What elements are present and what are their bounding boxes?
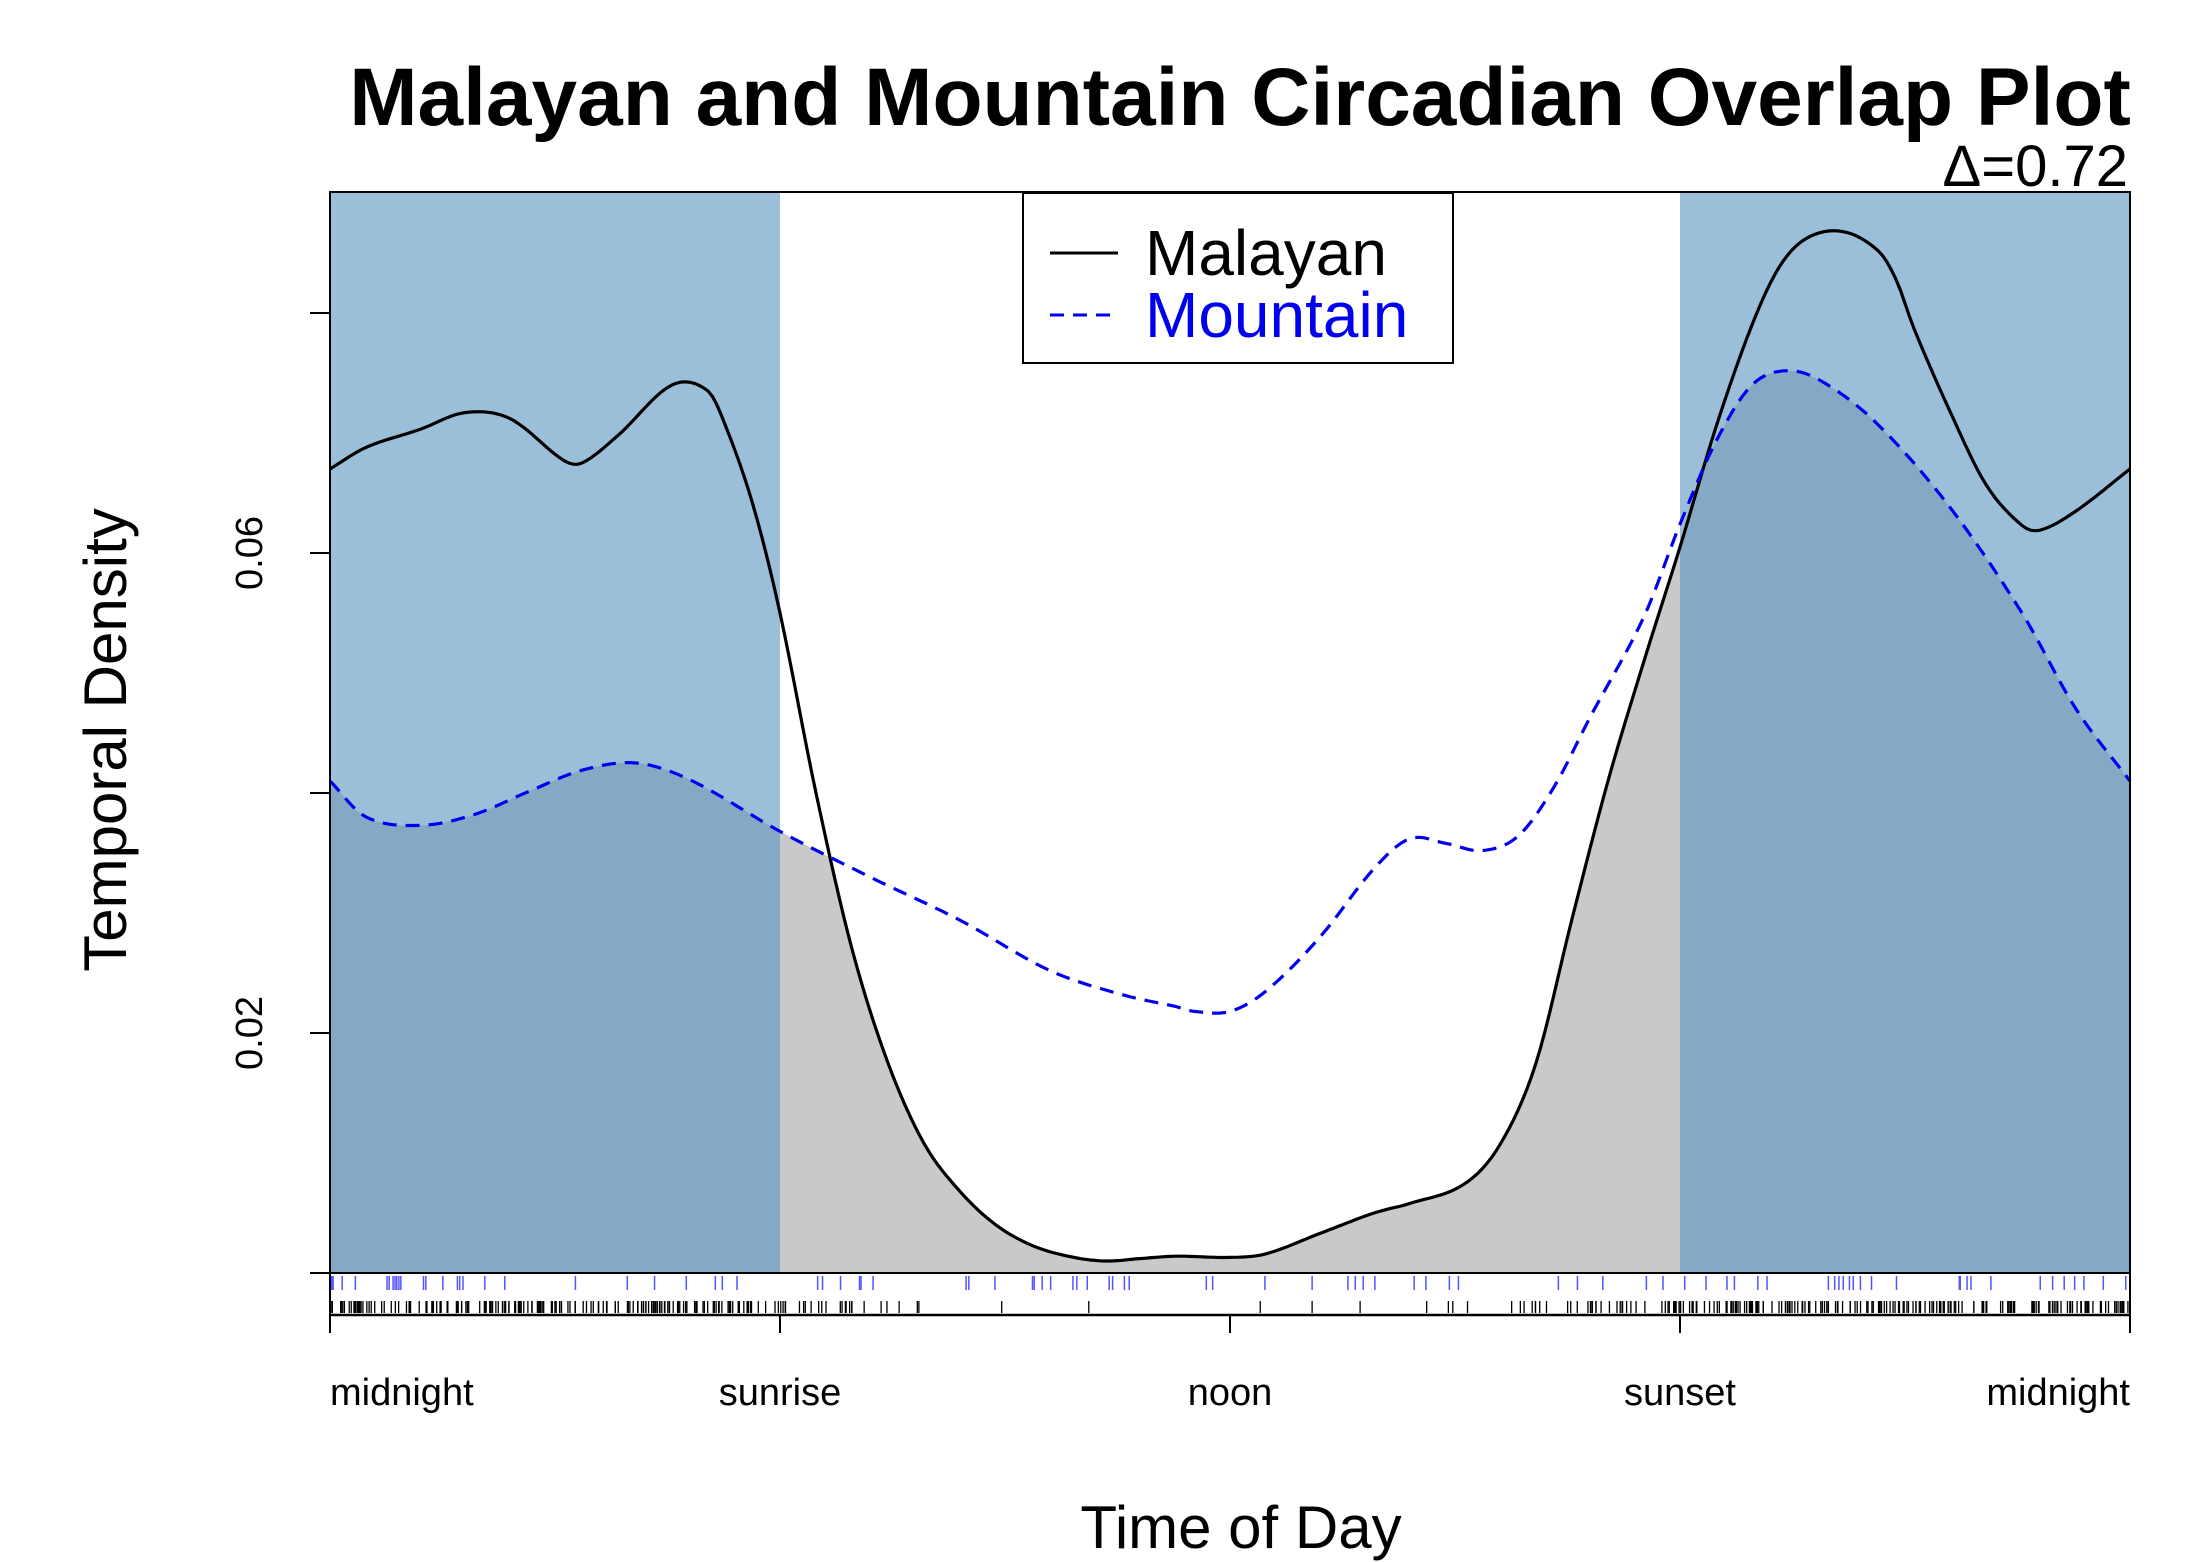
- x-tick-label: noon: [1188, 1372, 1273, 1414]
- overlap-area-night-morning: [330, 762, 780, 1273]
- series-line-mountain: [328, 368, 2132, 1015]
- series-line-malayan: [329, 229, 2131, 1263]
- legend-label-malayan: Malayan: [1145, 217, 1387, 289]
- y-tick-label: 0.02: [229, 996, 271, 1070]
- x-tick-label: midnight: [1986, 1372, 2130, 1414]
- legend-label-mountain: Mountain: [1145, 279, 1408, 351]
- x-tick-label: sunrise: [719, 1372, 842, 1414]
- overlap-area-night-evening: [1680, 370, 2130, 1274]
- x-tick-label: sunset: [1624, 1372, 1736, 1414]
- x-axis-title: Time of Day: [1080, 1494, 1401, 1561]
- y-tick-label: 0.06: [229, 516, 271, 590]
- x-tick-label: midnight: [330, 1372, 474, 1414]
- y-axis-title: Temporal Density: [72, 508, 139, 972]
- legend-box: [1022, 192, 1454, 364]
- overlap-area-day: [780, 547, 1680, 1273]
- chart-subtitle: Δ=0.72: [1943, 134, 2129, 199]
- chart-title: Malayan and Mountain Circadian Overlap P…: [349, 52, 2131, 143]
